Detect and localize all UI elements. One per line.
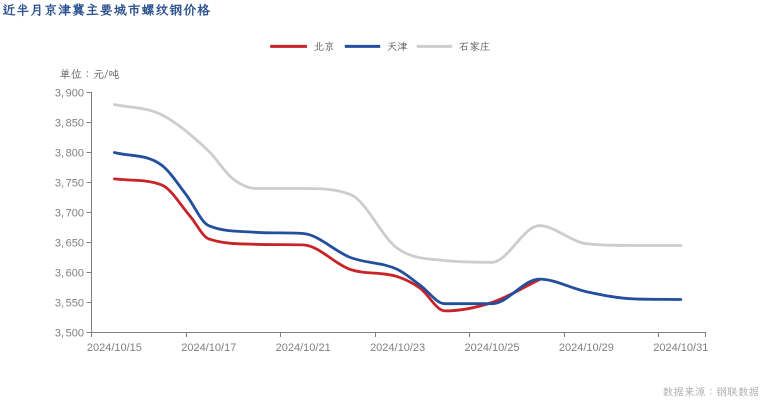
- svg-text:2024/10/15: 2024/10/15: [87, 342, 142, 354]
- svg-text:2024/10/21: 2024/10/21: [276, 342, 331, 354]
- svg-text:3,600: 3, 600: [55, 267, 84, 279]
- svg-text:3,850: 3, 850: [55, 117, 84, 129]
- svg-text:2024/10/17: 2024/10/17: [181, 342, 236, 354]
- svg-text:3,750: 3, 750: [55, 177, 84, 189]
- svg-text:3,800: 3, 800: [55, 147, 84, 159]
- svg-text:3,700: 3, 700: [55, 207, 84, 219]
- svg-text:3,550: 3, 550: [55, 297, 84, 309]
- svg-text:3,500: 3, 500: [55, 327, 84, 339]
- svg-text:2024/10/29: 2024/10/29: [559, 342, 614, 354]
- svg-text:2024/10/25: 2024/10/25: [464, 342, 519, 354]
- svg-text:2024/10/31: 2024/10/31: [653, 342, 708, 354]
- svg-text:2024/10/23: 2024/10/23: [370, 342, 425, 354]
- svg-text:3,650: 3, 650: [55, 237, 84, 249]
- svg-text:3,900: 3, 900: [55, 87, 84, 99]
